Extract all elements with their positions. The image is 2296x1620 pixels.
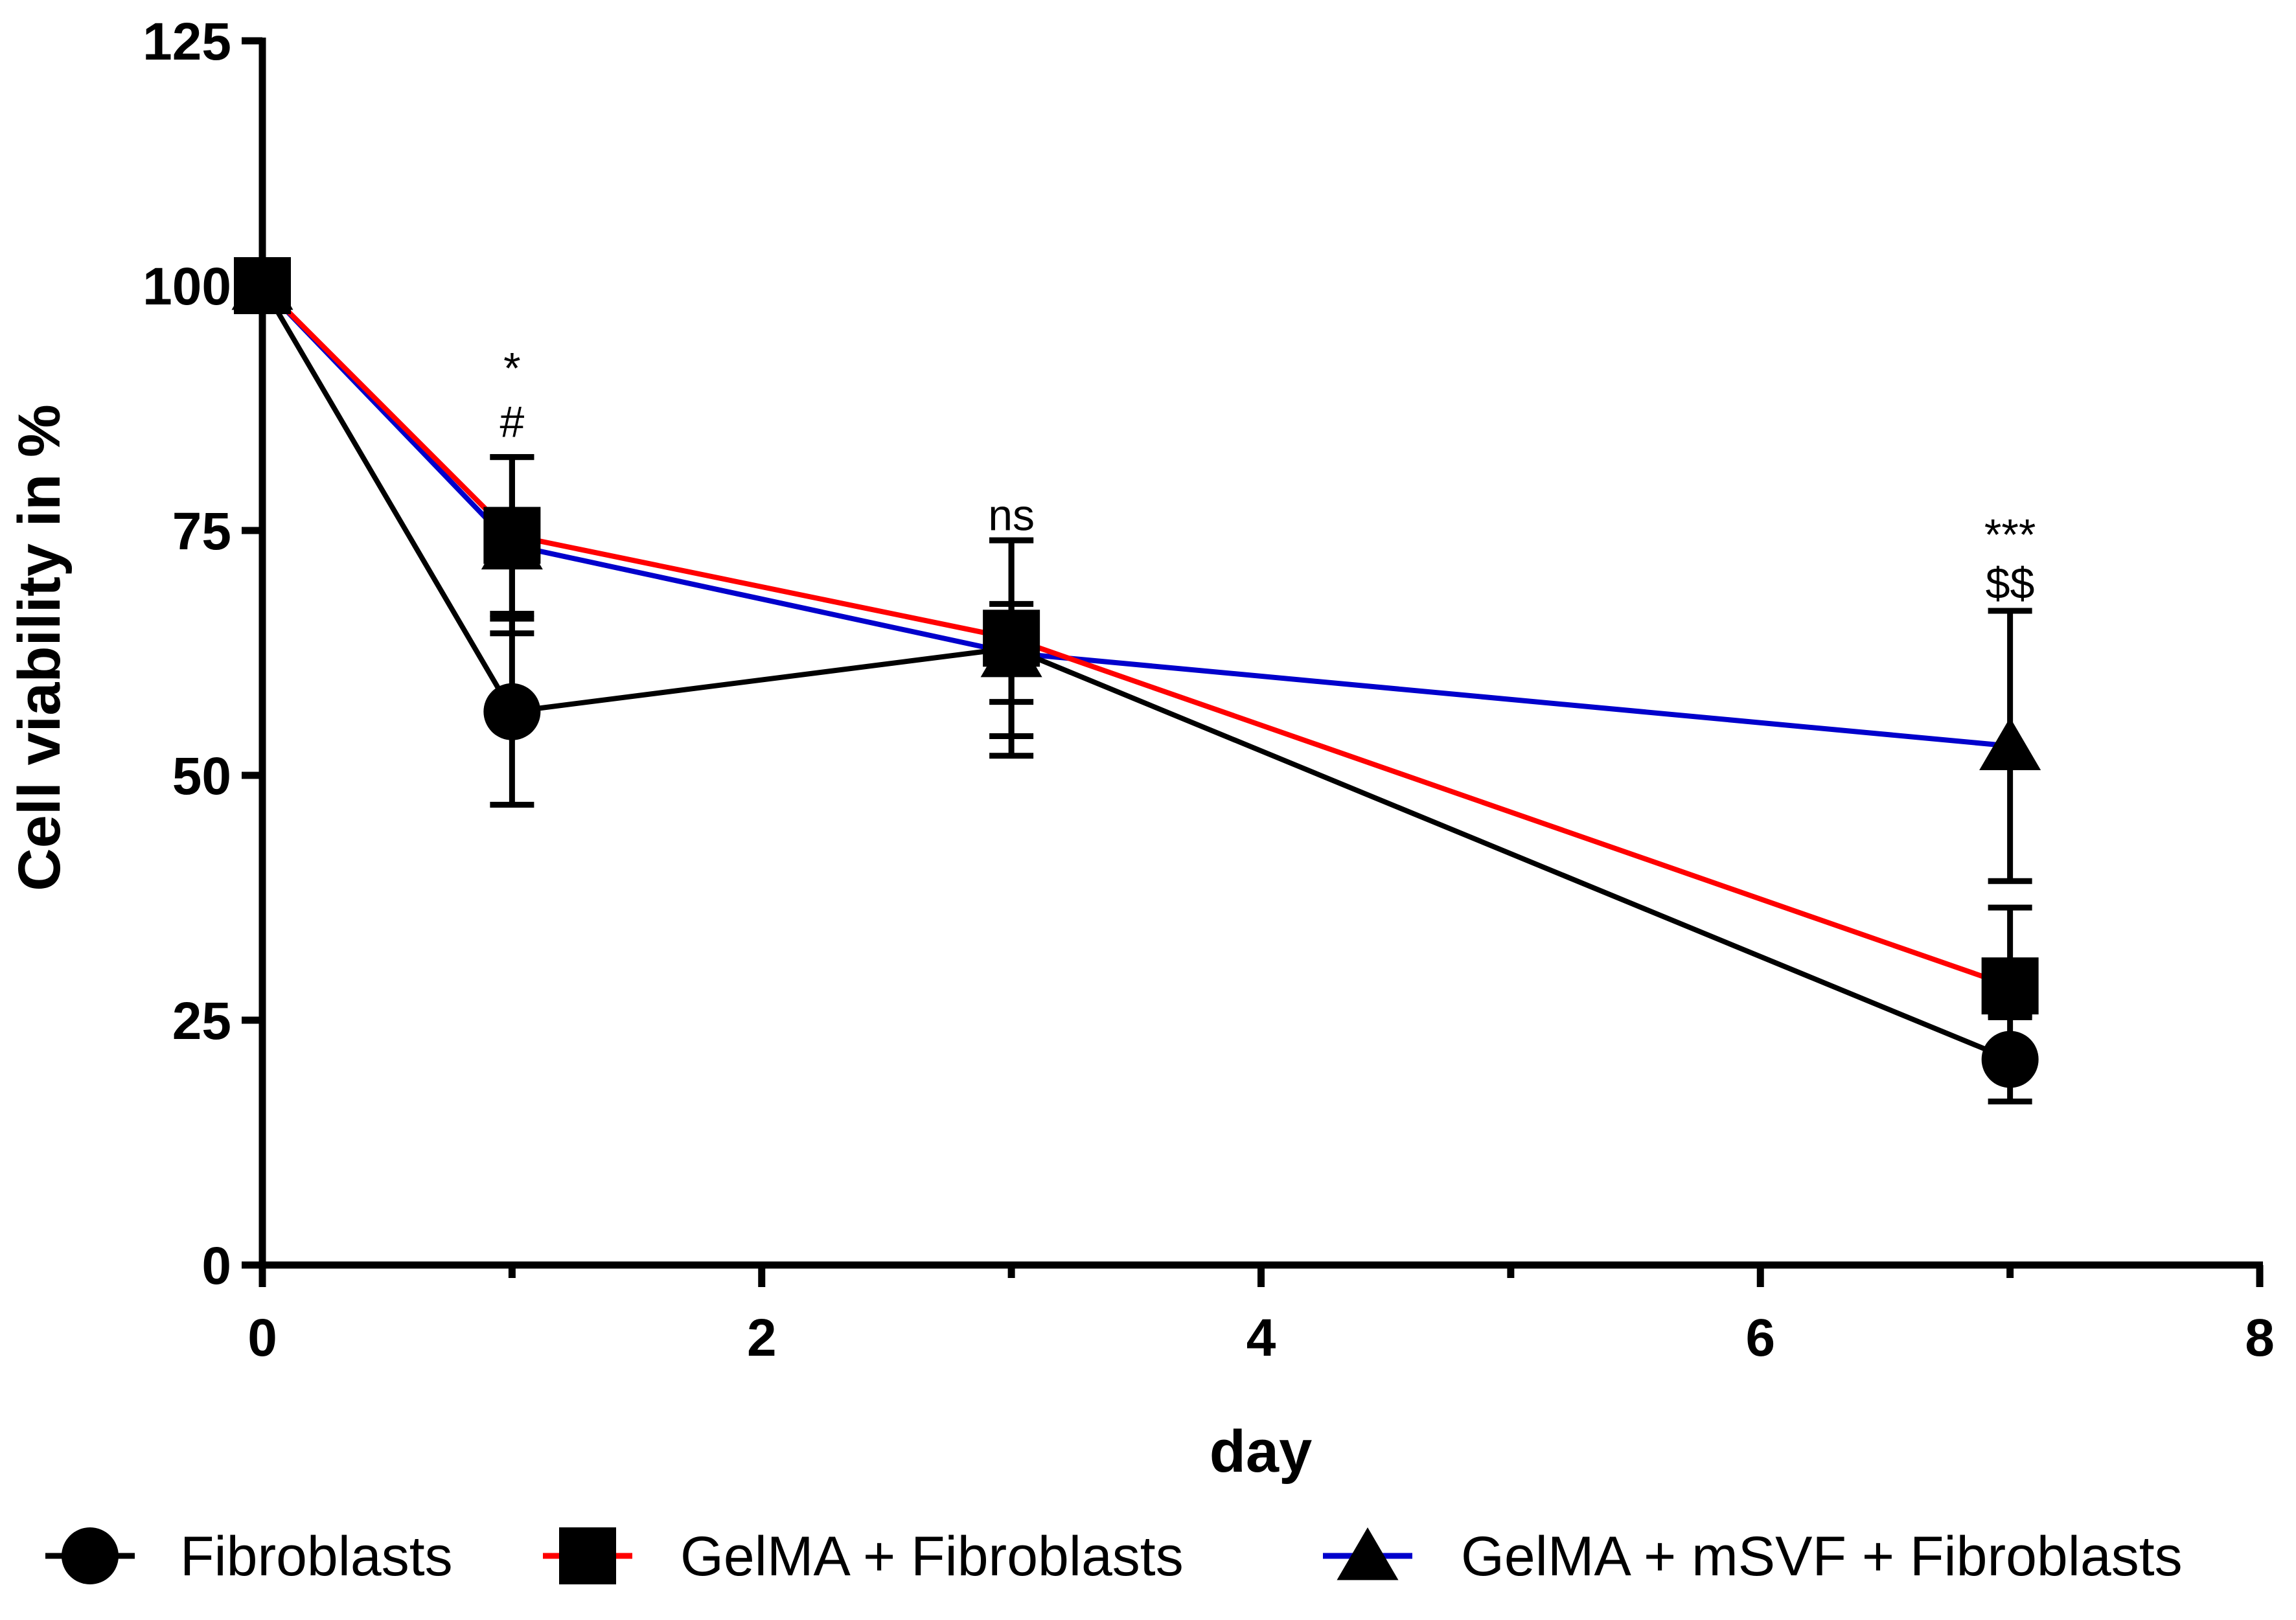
axes: 0 25 50 75 100 125 0 2 4 6 8: [143, 12, 2275, 1367]
y-tick-label-2: 50: [172, 747, 231, 806]
series-lines: [260, 284, 2012, 1062]
point-circle-0-3: [1981, 1031, 2039, 1088]
legend-marker-triangle: [1337, 1527, 1399, 1580]
legend-label-0: Fibroblasts: [180, 1525, 453, 1588]
x-tick-label-1: 2: [747, 1308, 777, 1367]
point-square-1-2: [983, 610, 1040, 667]
x-axis-title: day: [1210, 1419, 1313, 1485]
y-tick-label-3: 75: [172, 502, 231, 561]
point-triangle-2-3: [1979, 717, 2041, 771]
legend: Fibroblasts GelMA + Fibroblasts GelMA + mS…: [45, 1525, 2183, 1588]
series-line-0: [260, 284, 2012, 1062]
annotation-1: #: [499, 398, 524, 447]
series-line-1: [260, 284, 2011, 988]
y-tick-label-1: 25: [172, 992, 231, 1051]
annotation-3: ***: [1984, 510, 2036, 560]
point-circle-0-1: [483, 683, 541, 740]
error-bars: [490, 454, 2032, 1104]
legend-marker-circle: [62, 1527, 119, 1584]
x-tick-label-0: 0: [247, 1308, 277, 1367]
point-square-1-1: [483, 507, 541, 564]
annotations: * # ns ***$$: [499, 344, 2036, 609]
series-line-2: [260, 284, 2010, 749]
y-tick-label-0: 0: [201, 1237, 231, 1295]
x-tick-label-4: 8: [2245, 1308, 2275, 1367]
x-tick-label-3: 6: [1745, 1308, 1775, 1367]
annotation-0: *: [503, 344, 520, 393]
legend-label-2: GelMA + mSVF + Fibroblasts: [1461, 1525, 2183, 1588]
legend-marker-square: [559, 1527, 616, 1584]
x-tick-label-2: 4: [1246, 1308, 1276, 1367]
point-square-1-3: [1981, 957, 2039, 1015]
y-axis-title: Cell viability in %: [6, 404, 73, 891]
legend-label-1: GelMA + Fibroblasts: [680, 1525, 1184, 1588]
y-tick-label-5: 125: [143, 12, 231, 71]
annotation-2: ns: [988, 490, 1035, 540]
y-tick-label-4: 100: [143, 257, 231, 316]
annotation-4: $$: [1986, 559, 2035, 608]
